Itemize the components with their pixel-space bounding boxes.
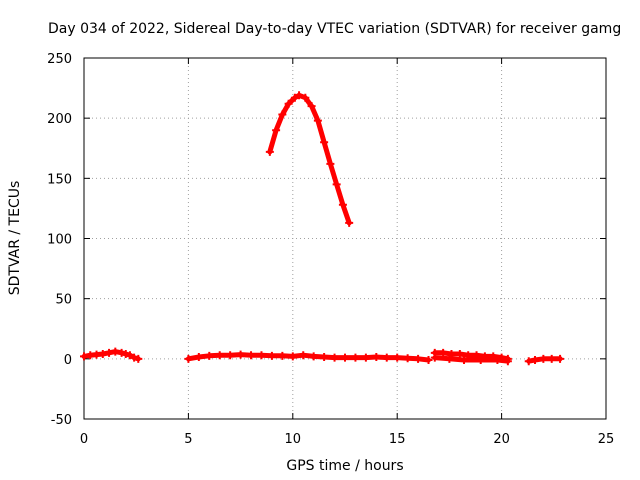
data-point [414,354,423,363]
data-point [247,351,256,360]
x-tick-label: 0 [80,432,88,447]
y-tick-label: 150 [47,172,72,187]
data-point [547,354,556,363]
data-point [226,351,235,360]
data-point [493,356,502,365]
data-point [117,348,126,357]
data-point [284,99,293,108]
y-tick-label: 250 [47,52,72,67]
data-point [476,356,485,365]
data-point [278,110,287,119]
y-tick-label: 50 [55,293,72,308]
data-point [326,159,335,168]
data-point [111,347,120,356]
data-point [345,218,354,227]
data-point [332,180,341,189]
data-point [556,354,565,363]
x-tick-label: 20 [493,432,510,447]
data-point [265,147,274,156]
data-point [98,350,107,359]
x-tick-label: 25 [598,432,615,447]
data-point [503,357,512,366]
data-point [80,352,88,361]
y-tick-label: 200 [47,112,72,127]
data-point [105,348,114,357]
data-point [299,351,308,360]
data-point [531,356,540,365]
data-point [257,351,266,360]
data-point [424,356,433,365]
data-point [524,357,533,366]
data-point [267,351,276,360]
data-point [215,351,224,360]
data-point [205,351,214,360]
data-series [80,91,565,366]
data-point [372,353,381,362]
chart-title: Day 034 of 2022, Sidereal Day-to-day VTE… [48,21,621,37]
data-point [184,354,193,363]
data-point [439,348,448,357]
data-point [382,353,391,362]
x-axis-label: GPS time / hours [286,458,403,474]
x-tick-label: 10 [285,432,302,447]
data-point [125,351,134,360]
axis-ticks: 0 5 10 15 20 25 -50 0 50 100 150 200 250 [47,52,614,447]
y-axis-label: SDTVAR / TECUs [7,181,23,296]
data-point [309,352,318,361]
data-point [460,356,469,365]
data-point [295,91,304,100]
data-point [403,354,412,363]
data-point [320,353,329,362]
data-point [445,354,454,363]
y-tick-label: -50 [51,413,72,428]
data-point [455,350,464,359]
data-point [313,116,322,125]
y-tick-label: 0 [64,353,72,368]
data-point [121,350,130,359]
data-point [278,351,287,360]
data-point [307,102,316,111]
data-point [134,354,143,363]
data-point [330,353,339,362]
x-tick-label: 5 [184,432,192,447]
data-point [338,200,347,209]
grid-lines [84,58,606,419]
data-point [341,353,349,362]
data-point [320,138,329,147]
data-point [393,353,402,362]
data-point [301,93,310,102]
data-point [288,352,297,361]
data-point [236,350,245,359]
data-point [539,354,548,363]
data-point [194,353,203,362]
data-point [351,353,360,362]
data-point [290,93,299,102]
data-point [361,353,370,362]
data-point [130,353,139,362]
x-tick-label: 15 [389,432,406,447]
data-point [272,126,281,135]
y-tick-label: 100 [47,233,72,248]
series-segment-3 [267,92,352,226]
data-point [430,353,439,362]
